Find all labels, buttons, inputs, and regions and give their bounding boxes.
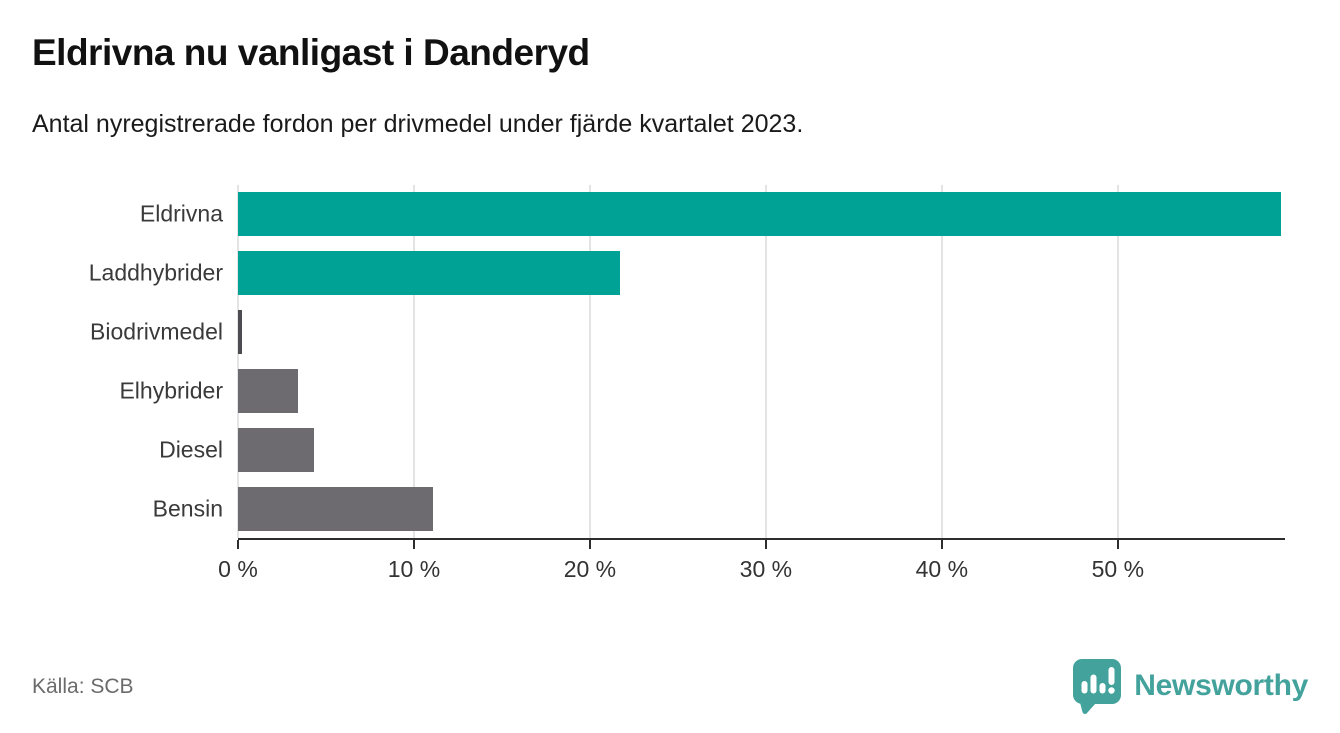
- axis-tick-label: 0 %: [218, 556, 258, 582]
- axis-tick-label: 30 %: [739, 556, 793, 582]
- gridline-50: [1116, 185, 1119, 538]
- category-label: Diesel: [159, 436, 223, 463]
- category-label: Bensin: [152, 495, 223, 522]
- bar: [238, 310, 242, 355]
- bar-row-laddhybrider: Laddhybrider: [89, 244, 1285, 303]
- bar-row-diesel: Diesel: [159, 420, 1285, 479]
- bar-row-elhybrider: Elhybrider: [119, 362, 1285, 421]
- axis-tick: [1116, 540, 1119, 549]
- chart-subtitle: Antal nyregistrerade fordon per drivmede…: [32, 110, 804, 138]
- axis-tick-label: 20 %: [563, 556, 617, 582]
- category-label: Biodrivmedel: [90, 318, 223, 345]
- gridline-0: [237, 185, 239, 538]
- bar: [238, 368, 298, 413]
- gridline-20: [588, 185, 591, 538]
- brand-name: Newsworthy: [1134, 669, 1308, 702]
- category-label: Elhybrider: [119, 377, 223, 404]
- axis-tick-label: 50 %: [1091, 556, 1145, 582]
- x-axis-line: [238, 538, 1285, 540]
- category-label: Eldrivna: [139, 200, 223, 227]
- source-label: Källa: SCB: [32, 675, 134, 698]
- bar: [238, 251, 620, 296]
- gridline-10: [412, 185, 415, 538]
- gridline-40: [940, 185, 943, 538]
- axis-tick: [764, 540, 767, 549]
- bar: [238, 486, 434, 531]
- category-label: Laddhybrider: [88, 259, 223, 286]
- chart-title: Eldrivna nu vanligast i Danderyd: [32, 32, 590, 73]
- plot-area: Eldrivna Laddhybrider Biodrivmedel Elhybrid…: [89, 185, 1285, 538]
- axis-tick: [940, 540, 943, 549]
- bar: [238, 192, 1282, 237]
- bar-row-eldrivna: Eldrivna: [140, 185, 1285, 244]
- bar-row-bensin: Bensin: [153, 479, 1285, 538]
- bar-row-biodrivmedel: Biodrivmedel: [90, 303, 1285, 362]
- axis-tick: [237, 540, 239, 549]
- bar: [238, 427, 314, 472]
- axis-tick-label: 40 %: [915, 556, 969, 582]
- newsworthy-icon: [1072, 658, 1122, 714]
- axis-tick-label: 10 %: [387, 556, 441, 582]
- newsworthy-logo: Newsworthy: [1072, 658, 1308, 714]
- gridline-30: [764, 185, 767, 538]
- axis-tick: [412, 540, 415, 549]
- axis-tick: [588, 540, 591, 549]
